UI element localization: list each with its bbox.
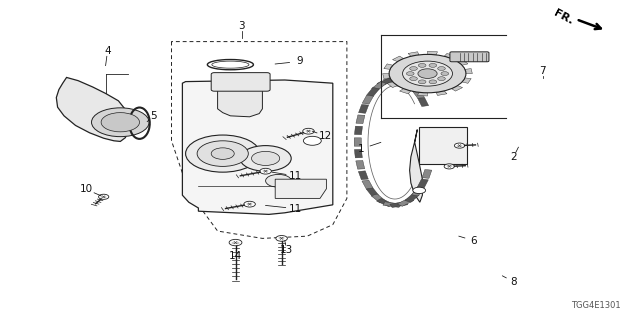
Polygon shape [367, 87, 380, 96]
Polygon shape [422, 170, 432, 178]
Polygon shape [376, 198, 394, 207]
Circle shape [197, 141, 248, 166]
Circle shape [276, 236, 287, 241]
Polygon shape [372, 82, 387, 91]
Text: 12: 12 [319, 131, 332, 141]
Polygon shape [408, 52, 419, 56]
Text: 11: 11 [289, 204, 302, 214]
Text: 14: 14 [229, 251, 242, 261]
Circle shape [419, 80, 426, 84]
Polygon shape [356, 115, 365, 124]
Circle shape [441, 72, 449, 76]
Polygon shape [383, 77, 401, 83]
FancyBboxPatch shape [450, 52, 489, 62]
Circle shape [252, 151, 280, 165]
Text: 7: 7 [540, 66, 546, 76]
Polygon shape [355, 126, 362, 135]
Text: FR.: FR. [552, 8, 575, 27]
Polygon shape [465, 68, 472, 74]
Polygon shape [383, 202, 401, 207]
Polygon shape [412, 89, 424, 98]
Polygon shape [383, 74, 390, 79]
Polygon shape [56, 77, 128, 141]
Circle shape [413, 187, 426, 194]
Circle shape [186, 135, 260, 172]
Polygon shape [354, 138, 362, 146]
Text: 5: 5 [150, 111, 157, 121]
Circle shape [211, 148, 234, 159]
Polygon shape [417, 92, 428, 96]
Circle shape [244, 201, 255, 207]
Circle shape [266, 174, 291, 187]
Text: 1: 1 [358, 144, 365, 154]
Text: 13: 13 [280, 245, 293, 255]
Bar [419, 127, 467, 164]
Polygon shape [399, 89, 411, 94]
Polygon shape [377, 78, 394, 86]
Circle shape [410, 67, 417, 70]
Text: 8: 8 [510, 276, 516, 287]
Circle shape [403, 61, 452, 86]
Polygon shape [371, 194, 386, 203]
Circle shape [303, 128, 314, 134]
Text: 6: 6 [470, 236, 477, 246]
Circle shape [240, 146, 291, 171]
Polygon shape [418, 98, 429, 107]
Circle shape [429, 80, 436, 84]
Text: 11: 11 [289, 171, 302, 181]
Polygon shape [218, 85, 262, 117]
Polygon shape [436, 91, 447, 95]
Text: 9: 9 [296, 56, 303, 67]
Polygon shape [275, 179, 326, 198]
Polygon shape [405, 83, 420, 92]
Polygon shape [410, 130, 422, 202]
Polygon shape [458, 60, 468, 65]
Circle shape [438, 77, 445, 81]
Text: 3: 3 [239, 21, 245, 31]
Polygon shape [387, 82, 397, 88]
Text: TGG4E1301: TGG4E1301 [571, 301, 621, 310]
Polygon shape [384, 64, 393, 69]
Polygon shape [366, 188, 379, 197]
Circle shape [454, 143, 465, 148]
Polygon shape [405, 193, 419, 202]
Polygon shape [417, 179, 428, 188]
Text: 10: 10 [80, 184, 93, 195]
Text: 4: 4 [104, 46, 111, 56]
Polygon shape [358, 104, 369, 113]
Polygon shape [428, 51, 438, 55]
Circle shape [406, 72, 414, 76]
Circle shape [99, 194, 109, 199]
Circle shape [260, 168, 271, 174]
Polygon shape [356, 161, 365, 169]
Circle shape [303, 136, 321, 145]
Polygon shape [355, 149, 362, 158]
Polygon shape [362, 180, 373, 189]
Polygon shape [390, 77, 408, 84]
Polygon shape [392, 56, 404, 62]
Circle shape [101, 113, 140, 132]
Polygon shape [412, 187, 424, 196]
Polygon shape [451, 85, 463, 91]
Circle shape [429, 63, 436, 67]
Circle shape [438, 67, 445, 70]
Circle shape [389, 54, 466, 93]
Circle shape [419, 63, 426, 67]
Polygon shape [398, 79, 414, 87]
Polygon shape [462, 78, 471, 83]
Polygon shape [444, 53, 456, 59]
Polygon shape [397, 198, 414, 206]
Polygon shape [362, 95, 374, 104]
Polygon shape [358, 171, 368, 180]
Circle shape [418, 69, 437, 78]
Circle shape [444, 164, 454, 169]
Polygon shape [390, 201, 408, 207]
Text: 2: 2 [510, 152, 516, 163]
Polygon shape [182, 80, 333, 214]
Circle shape [410, 77, 417, 81]
FancyBboxPatch shape [211, 73, 270, 91]
Circle shape [92, 108, 149, 137]
Circle shape [229, 239, 242, 246]
